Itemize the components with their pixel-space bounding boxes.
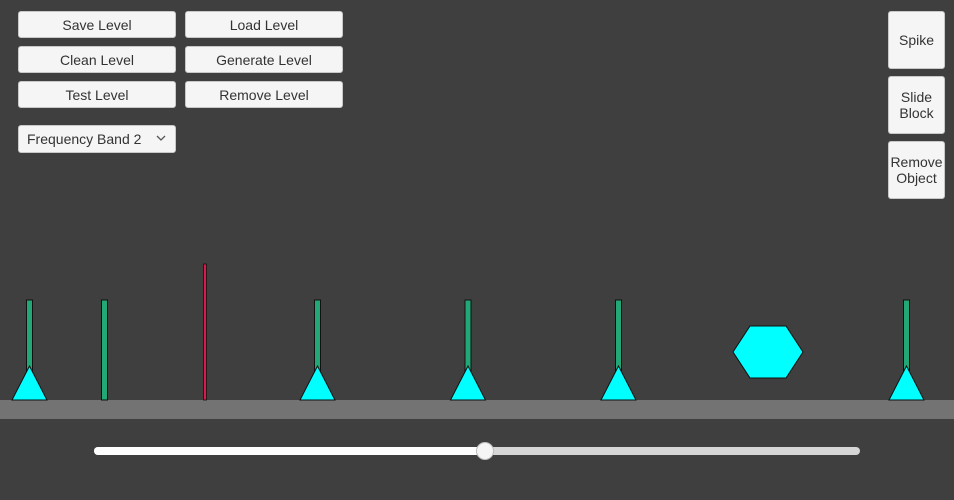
test-level-button[interactable]: Test Level (18, 81, 176, 108)
remove-object-button-label: Remove Object (890, 154, 943, 186)
beat-marker[interactable] (101, 299, 108, 401)
remove-level-button[interactable]: Remove Level (185, 81, 343, 108)
slide-block-button[interactable]: Slide Block (888, 76, 945, 134)
timeline-slider[interactable] (94, 442, 860, 460)
ground (0, 400, 954, 419)
frequency-band-value: Frequency Band 2 (27, 131, 142, 147)
spike-button[interactable]: Spike (888, 11, 945, 69)
chevron-down-icon (156, 135, 166, 141)
spike-icon (888, 364, 925, 401)
slide-block-icon (732, 325, 804, 379)
playhead-marker (203, 263, 207, 401)
slide-block-obstacle[interactable] (732, 325, 804, 379)
marker-pole (101, 299, 108, 401)
spike-button-label: Spike (898, 32, 935, 48)
frequency-band-dropdown[interactable]: Frequency Band 2 (18, 125, 176, 153)
slider-fill (94, 447, 485, 455)
spike-obstacle[interactable] (299, 299, 336, 401)
spike-obstacle[interactable] (888, 299, 925, 401)
load-level-button[interactable]: Load Level (185, 11, 343, 38)
clean-level-button[interactable]: Clean Level (18, 46, 176, 73)
generate-level-button[interactable]: Generate Level (185, 46, 343, 73)
slide-block-button-label: Slide Block (899, 89, 934, 121)
remove-object-button[interactable]: Remove Object (888, 141, 945, 199)
slider-handle[interactable] (475, 442, 494, 460)
spike-obstacle[interactable] (600, 299, 637, 401)
spike-obstacle[interactable] (11, 299, 48, 401)
spike-obstacle[interactable] (449, 299, 487, 401)
spike-icon (11, 364, 48, 401)
spike-icon (449, 364, 487, 401)
spike-icon (600, 364, 637, 401)
spike-icon (299, 364, 336, 401)
save-level-button[interactable]: Save Level (18, 11, 176, 38)
playhead-line (203, 263, 207, 401)
